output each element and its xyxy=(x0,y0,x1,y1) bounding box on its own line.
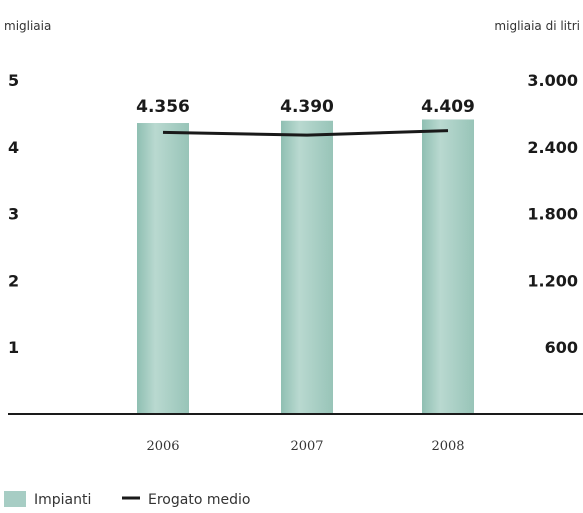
y-left-tick-label: 4 xyxy=(8,138,19,157)
x-tick-label: 2006 xyxy=(146,439,179,454)
y-right-tick-label: 1.200 xyxy=(527,271,578,290)
y-left-tick-label: 2 xyxy=(8,271,19,290)
y-right-tick-label: 600 xyxy=(545,338,578,357)
x-tick-label: 2007 xyxy=(290,439,323,454)
data-label-impianti-2007: 4.390 xyxy=(280,97,334,117)
legend-label-impianti: Impianti xyxy=(34,492,91,508)
y-left-tick-label: 3 xyxy=(8,205,19,224)
y-left-unit-label: migliaia xyxy=(4,19,51,33)
y-right-tick-label: 1.800 xyxy=(527,205,578,224)
bars-layer xyxy=(137,119,474,414)
legend-layer: Impianti Erogato medio xyxy=(4,491,250,508)
bar-impianti-2007 xyxy=(281,121,333,414)
data-label-impianti-2006: 4.356 xyxy=(136,97,190,117)
x-tick-label: 2008 xyxy=(431,439,464,454)
bar-impianti-2008 xyxy=(422,119,474,414)
y-right-tick-label: 3.000 xyxy=(527,71,578,90)
y-left-tick-label: 5 xyxy=(8,71,19,90)
y-left-tick-label: 1 xyxy=(8,338,19,357)
legend-swatch-impianti xyxy=(4,491,26,507)
legend-label-erogato-medio: Erogato medio xyxy=(148,492,250,508)
y-right-unit-label: migliaia di litri xyxy=(494,19,580,33)
bar-impianti-2006 xyxy=(137,123,189,414)
data-label-impianti-2008: 4.409 xyxy=(421,97,475,117)
y-right-tick-label: 2.400 xyxy=(527,138,578,157)
labels-layer: 4.356 4.390 4.409 xyxy=(136,97,475,117)
